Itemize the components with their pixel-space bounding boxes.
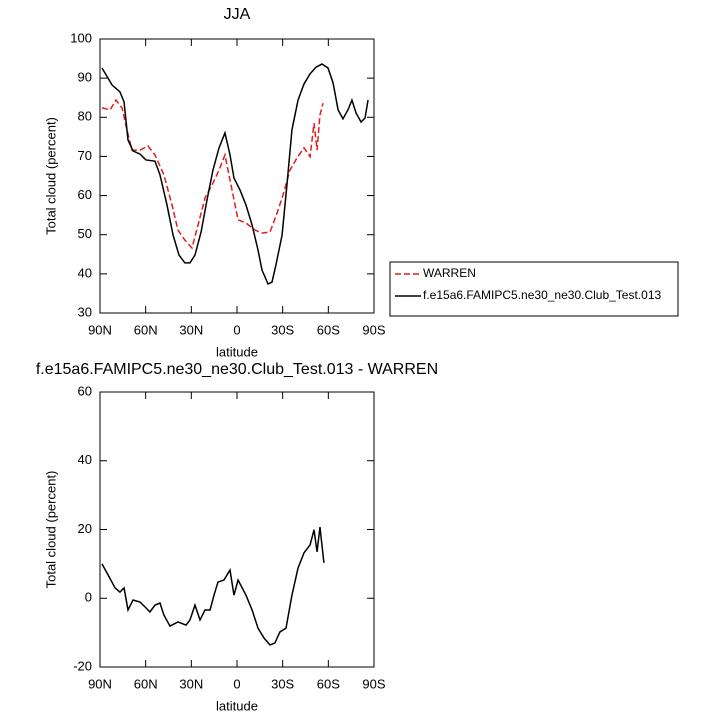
x-tick-label: 30S: [271, 676, 294, 691]
data-line: [101, 63, 369, 286]
chart-title: JJA: [224, 6, 251, 23]
x-tick-label: 30N: [179, 322, 203, 337]
y-tick-label: 70: [78, 148, 92, 163]
x-tick-label: 30N: [179, 676, 203, 691]
x-tick-label: 90N: [88, 676, 112, 691]
legend-label: WARREN: [423, 266, 476, 280]
y-tick-label: 40: [78, 452, 92, 467]
x-tick-label: 0: [233, 676, 240, 691]
data-line: [101, 98, 324, 250]
plot-frame: [99, 391, 375, 668]
y-axis-label: Total cloud (percent): [43, 117, 58, 235]
plot-frame: [99, 38, 375, 314]
y-tick-label: 50: [78, 226, 92, 241]
x-tick-label: 30S: [271, 322, 294, 337]
data-line: [101, 527, 325, 646]
y-tick-label: 0: [85, 590, 92, 605]
y-tick-label: 90: [78, 70, 92, 85]
y-tick-label: -20: [73, 658, 92, 673]
x-tick-label: 90S: [362, 322, 385, 337]
y-tick-label: 80: [78, 109, 92, 124]
y-tick-label: 60: [78, 187, 92, 202]
y-tick-label: 20: [78, 521, 92, 536]
y-axis-label: Total cloud (percent): [43, 471, 58, 589]
x-axis-label: latitude: [216, 698, 258, 713]
legend-label: f.e15a6.FAMIPC5.ne30_ne30.Club_Test.013: [423, 288, 661, 302]
y-tick-label: 60: [78, 383, 92, 398]
y-tick-label: 40: [78, 265, 92, 280]
x-tick-label: 60S: [317, 322, 340, 337]
y-tick-label: 100: [70, 30, 92, 45]
legend-box: [389, 261, 679, 317]
chart-title: f.e15a6.FAMIPC5.ne30_ne30.Club_Test.013 …: [36, 361, 438, 378]
x-tick-label: 90N: [88, 322, 112, 337]
x-tick-label: 60N: [134, 676, 158, 691]
x-tick-label: 60N: [134, 322, 158, 337]
x-tick-label: 90S: [362, 676, 385, 691]
x-axis-label: latitude: [216, 344, 258, 359]
y-tick-label: 30: [78, 304, 92, 319]
x-tick-label: 0: [233, 322, 240, 337]
x-tick-label: 60S: [317, 676, 340, 691]
